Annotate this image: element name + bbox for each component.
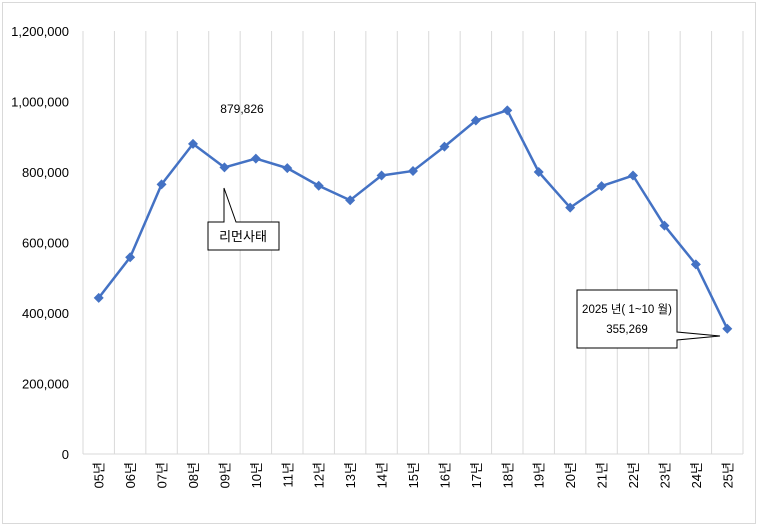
data-point-marker (470, 115, 481, 126)
x-axis: 05년 06년 07년 08년 09년 10년 11년 12년 13년 14년 15년 16년 17년 1… (92, 462, 736, 488)
y-tick-label: 400,000 (22, 306, 69, 321)
data-point-marker (282, 163, 293, 174)
last-value-callout-line1: 2025 년( 1~10 월) (582, 303, 672, 316)
x-tick-label: 13년 (343, 462, 358, 488)
x-tick-label: 08년 (186, 462, 201, 488)
data-point-marker (659, 220, 670, 231)
x-tick-label: 19년 (532, 462, 547, 488)
y-tick-label: 0 (62, 447, 69, 462)
data-point-marker (408, 165, 418, 176)
x-tick-label: 25년 (720, 462, 735, 488)
y-tick-label: 800,000 (22, 165, 69, 180)
x-tick-label: 21년 (595, 462, 610, 488)
data-point-marker (313, 180, 324, 191)
grid-lines (82, 31, 744, 455)
data-point-marker (690, 259, 701, 270)
y-tick-label: 1,000,000 (11, 95, 69, 110)
data-point-marker (502, 105, 513, 116)
x-tick-label: 20년 (563, 462, 578, 488)
data-point-marker (439, 141, 450, 152)
data-point-marker (219, 162, 230, 173)
crisis-callout: 리먼사태 (207, 187, 280, 251)
data-point-marker (628, 170, 638, 181)
data-point-marker (93, 292, 104, 303)
data-point-marker (596, 181, 607, 192)
data-point-marker (722, 323, 733, 334)
data-point-marker (250, 153, 261, 164)
x-tick-label: 14년 (375, 462, 390, 488)
y-axis: 0 200,000 400,000 600,000 800,000 1,000,000 1,… (11, 24, 69, 462)
data-point-marker (125, 252, 136, 263)
x-tick-label: 24년 (689, 462, 704, 488)
x-tick-label: 10년 (249, 462, 264, 488)
crisis-callout-text: 리먼사태 (219, 229, 267, 244)
series-line (93, 105, 733, 334)
x-tick-label: 15년 (406, 462, 421, 488)
data-point-marker (156, 179, 167, 190)
x-tick-label: 11년 (280, 462, 295, 487)
x-tick-label: 18년 (500, 462, 515, 488)
x-tick-label: 17년 (469, 462, 484, 488)
x-tick-label: 06년 (123, 462, 138, 488)
x-tick-label: 22년 (626, 462, 641, 488)
data-point-marker (533, 167, 544, 177)
peak-value-label: 879,826 (220, 102, 264, 116)
y-tick-label: 1,200,000 (11, 24, 69, 39)
y-tick-label: 600,000 (22, 236, 69, 251)
x-tick-label: 09년 (217, 462, 232, 488)
last-value-callout-box (576, 289, 721, 349)
crisis-callout-box (207, 187, 280, 251)
x-tick-label: 16년 (437, 462, 452, 488)
data-point-marker (188, 138, 198, 149)
y-tick-label: 200,000 (22, 377, 69, 392)
data-point-marker (345, 195, 356, 206)
x-tick-label: 05년 (92, 462, 107, 488)
data-point-marker (376, 170, 387, 181)
x-tick-label: 12년 (312, 462, 327, 488)
data-point-marker (565, 202, 576, 213)
last-value-callout: 2025 년( 1~10 월) 355,269 (576, 289, 721, 349)
x-tick-label: 07년 (155, 462, 170, 488)
x-tick-label: 23년 (657, 462, 672, 488)
last-value-callout-line2: 355,269 (606, 324, 648, 336)
